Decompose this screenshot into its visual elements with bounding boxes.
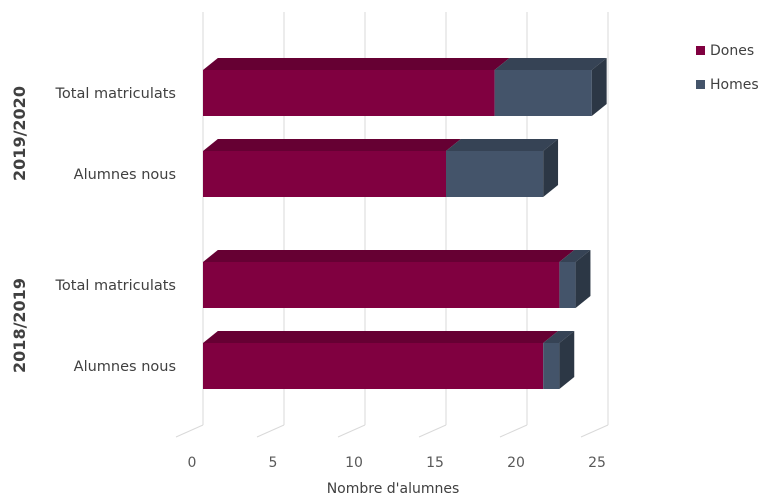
x-axis-ticks: 0 5 10 15 20 25	[188, 455, 606, 471]
group-labels: 2019/2020 2018/2019	[10, 86, 29, 373]
group-label-0: 2019/2020	[10, 86, 29, 181]
category-label-1: Alumnes nous	[74, 167, 176, 183]
legend-label-homes: Homes	[710, 77, 759, 93]
bar-dones-1	[203, 139, 461, 197]
bar-dones-3	[203, 331, 559, 389]
legend-swatch-dones	[696, 46, 705, 55]
bar-dones-0	[203, 58, 510, 116]
bar-homes-1	[446, 139, 559, 197]
x-tick-label-5: 25	[588, 455, 606, 471]
x-tick-label-4: 20	[507, 455, 525, 471]
category-label-0: Total matriculats	[55, 86, 176, 102]
floor-line-4	[499, 424, 528, 438]
group-label-1: 2018/2019	[10, 278, 29, 373]
bars	[203, 58, 607, 389]
legend: Dones Homes	[696, 43, 759, 93]
floor-line-0	[175, 424, 204, 438]
floor-line-5	[580, 424, 609, 438]
legend-label-dones: Dones	[710, 43, 754, 59]
x-tick-label-0: 0	[188, 455, 197, 471]
x-tick-label-2: 10	[345, 455, 363, 471]
bar-homes-0	[494, 58, 607, 116]
floor-line-2	[337, 424, 366, 438]
bar-homes-3	[543, 331, 575, 389]
x-axis-label: Nombre d'alumnes	[327, 481, 460, 497]
legend-swatch-homes	[696, 80, 705, 89]
x-tick-label-3: 15	[426, 455, 444, 471]
floor-line-1	[256, 424, 285, 438]
bar-dones-2	[203, 250, 575, 308]
category-label-3: Alumnes nous	[74, 359, 176, 375]
bar-homes-2	[559, 250, 591, 308]
floor-line-3	[418, 424, 447, 438]
category-label-2: Total matriculats	[55, 278, 176, 294]
x-tick-label-1: 5	[269, 455, 278, 471]
category-labels: Total matriculats Alumnes nous Total matri…	[55, 86, 176, 375]
